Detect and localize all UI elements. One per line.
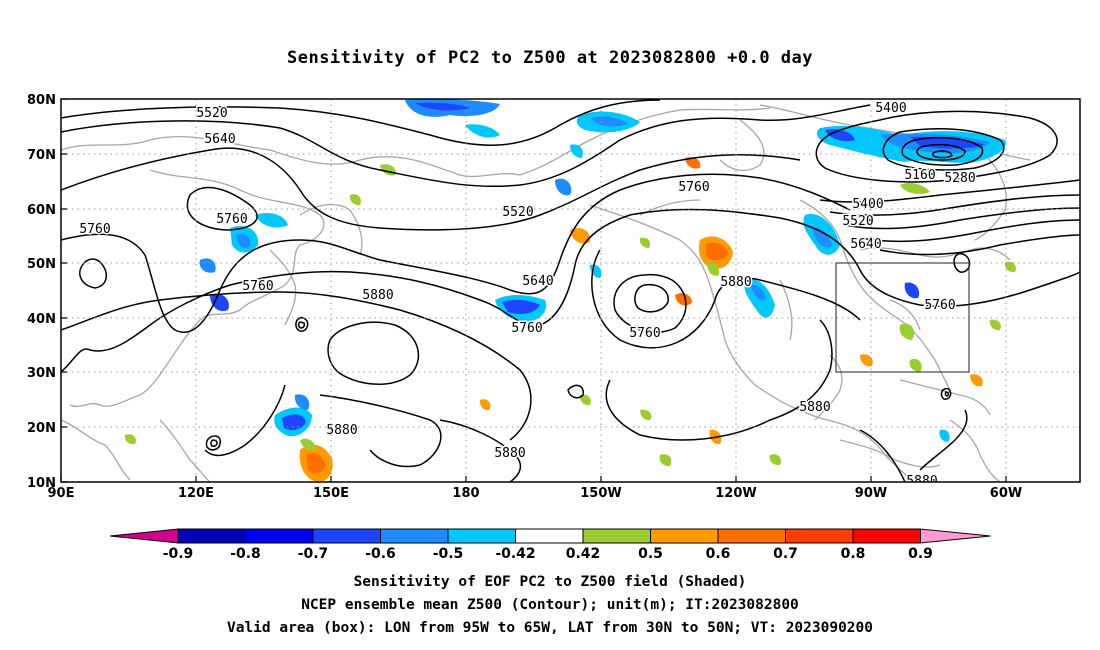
longitude-labels: 90E 120E 150E 180 150W 120W 90W 60W (48, 486, 1023, 501)
lat-label: 30N (27, 366, 56, 381)
colorbar-labels: -0.9 -0.8 -0.7 -0.6 -0.5 -0.42 0.42 0.5 0.6 0.7 0.… (163, 546, 933, 562)
contour-label: 5760 (924, 298, 955, 313)
contour-label: 5760 (629, 326, 660, 341)
lat-label: 40N (27, 312, 56, 327)
lon-label: 150W (580, 486, 621, 501)
lon-label: 180 (452, 486, 479, 501)
colorbar-label: 0.42 (566, 546, 601, 562)
contour-label: 5880 (799, 400, 830, 415)
contour-label: 5640 (850, 237, 881, 252)
contour-label: 5160 (904, 168, 935, 183)
colorbar-label: 0.6 (706, 546, 731, 562)
colorbar-label: 0.8 (841, 546, 866, 562)
colorbar-swatch (717, 528, 786, 544)
lon-label: 150E (313, 486, 349, 501)
colorbar-swatch (312, 528, 381, 544)
lat-label: 20N (27, 421, 56, 436)
latitude-labels: 80N 70N 60N 50N 40N 30N 20N 10N (27, 93, 56, 491)
colorbar-swatch (515, 528, 584, 544)
lon-label: 60W (990, 486, 1022, 501)
contour-label: 5880 (494, 446, 525, 461)
lat-label: 80N (27, 93, 56, 108)
valid-area-box (835, 262, 970, 373)
caption-contour: NCEP ensemble mean Z500 (Contour); unit(… (301, 597, 799, 613)
contour-label: 5880 (906, 474, 937, 489)
colorbar-swatch (447, 528, 516, 544)
colorbar-swatch (785, 528, 854, 544)
colorbar-label: 0.5 (638, 546, 663, 562)
colorbar-swatch (177, 528, 246, 544)
colorbar-swatch (380, 528, 449, 544)
contour-label: 5760 (678, 180, 709, 195)
colorbar-swatch (852, 528, 921, 544)
colorbar (109, 528, 991, 544)
caption-valid-area: Valid area (box): LON from 95W to 65W, L… (226, 620, 873, 636)
colorbar-label: 0.9 (908, 546, 933, 562)
map-frame (60, 98, 1081, 483)
colorbar-label: -0.9 (163, 546, 194, 562)
lon-label: 120W (715, 486, 756, 501)
contour-labels: 5520 5640 5760 5760 5760 5880 5880 5880 5520 5640… (78, 100, 977, 489)
contour-label: 5760 (216, 212, 247, 227)
figure-title: Sensitivity of PC2 to Z500 at 2023082800… (286, 48, 813, 68)
contour-label: 5760 (79, 222, 110, 237)
lat-label: 70N (27, 148, 56, 163)
grid-lines (61, 99, 1080, 482)
shaded-sensitivity (124, 99, 1016, 482)
colorbar-label: -0.7 (298, 546, 329, 562)
contour-label: 5640 (204, 132, 235, 147)
colorbar-label: -0.8 (230, 546, 261, 562)
contour-label: 5520 (502, 205, 533, 220)
contour-label: 5760 (511, 321, 542, 336)
contour-label: 5520 (196, 106, 227, 121)
contour-label: 5400 (852, 197, 883, 212)
z500-contours (61, 99, 1080, 482)
axis-ticks (60, 98, 1007, 483)
colorbar-label: -0.42 (495, 546, 535, 562)
colorbar-label: 0.7 (773, 546, 798, 562)
caption-shaded: Sensitivity of EOF PC2 to Z500 field (Sh… (353, 574, 747, 590)
colorbar-swatch (582, 528, 651, 544)
coastlines (61, 104, 1031, 482)
lat-label: 50N (27, 257, 56, 272)
lon-label: 120E (178, 486, 214, 501)
colorbar-right-triangle (920, 528, 991, 544)
colorbar-left-triangle (109, 528, 179, 544)
contour-label: 5880 (362, 288, 393, 303)
colorbar-label: -0.5 (433, 546, 464, 562)
colorbar-swatch (650, 528, 719, 544)
lat-label: 10N (27, 476, 56, 491)
contour-label: 5400 (875, 101, 906, 116)
lon-label: 90E (48, 486, 75, 501)
contour-label: 5760 (242, 279, 273, 294)
contour-label: 5280 (944, 171, 975, 186)
contour-label: 5880 (720, 275, 751, 290)
colorbar-label: -0.6 (365, 546, 396, 562)
contour-label: 5640 (522, 274, 553, 289)
colorbar-swatch (245, 528, 314, 544)
contour-label: 5520 (842, 214, 873, 229)
lat-label: 60N (27, 203, 56, 218)
lon-label: 90W (855, 486, 887, 501)
contour-label: 5880 (326, 423, 357, 438)
